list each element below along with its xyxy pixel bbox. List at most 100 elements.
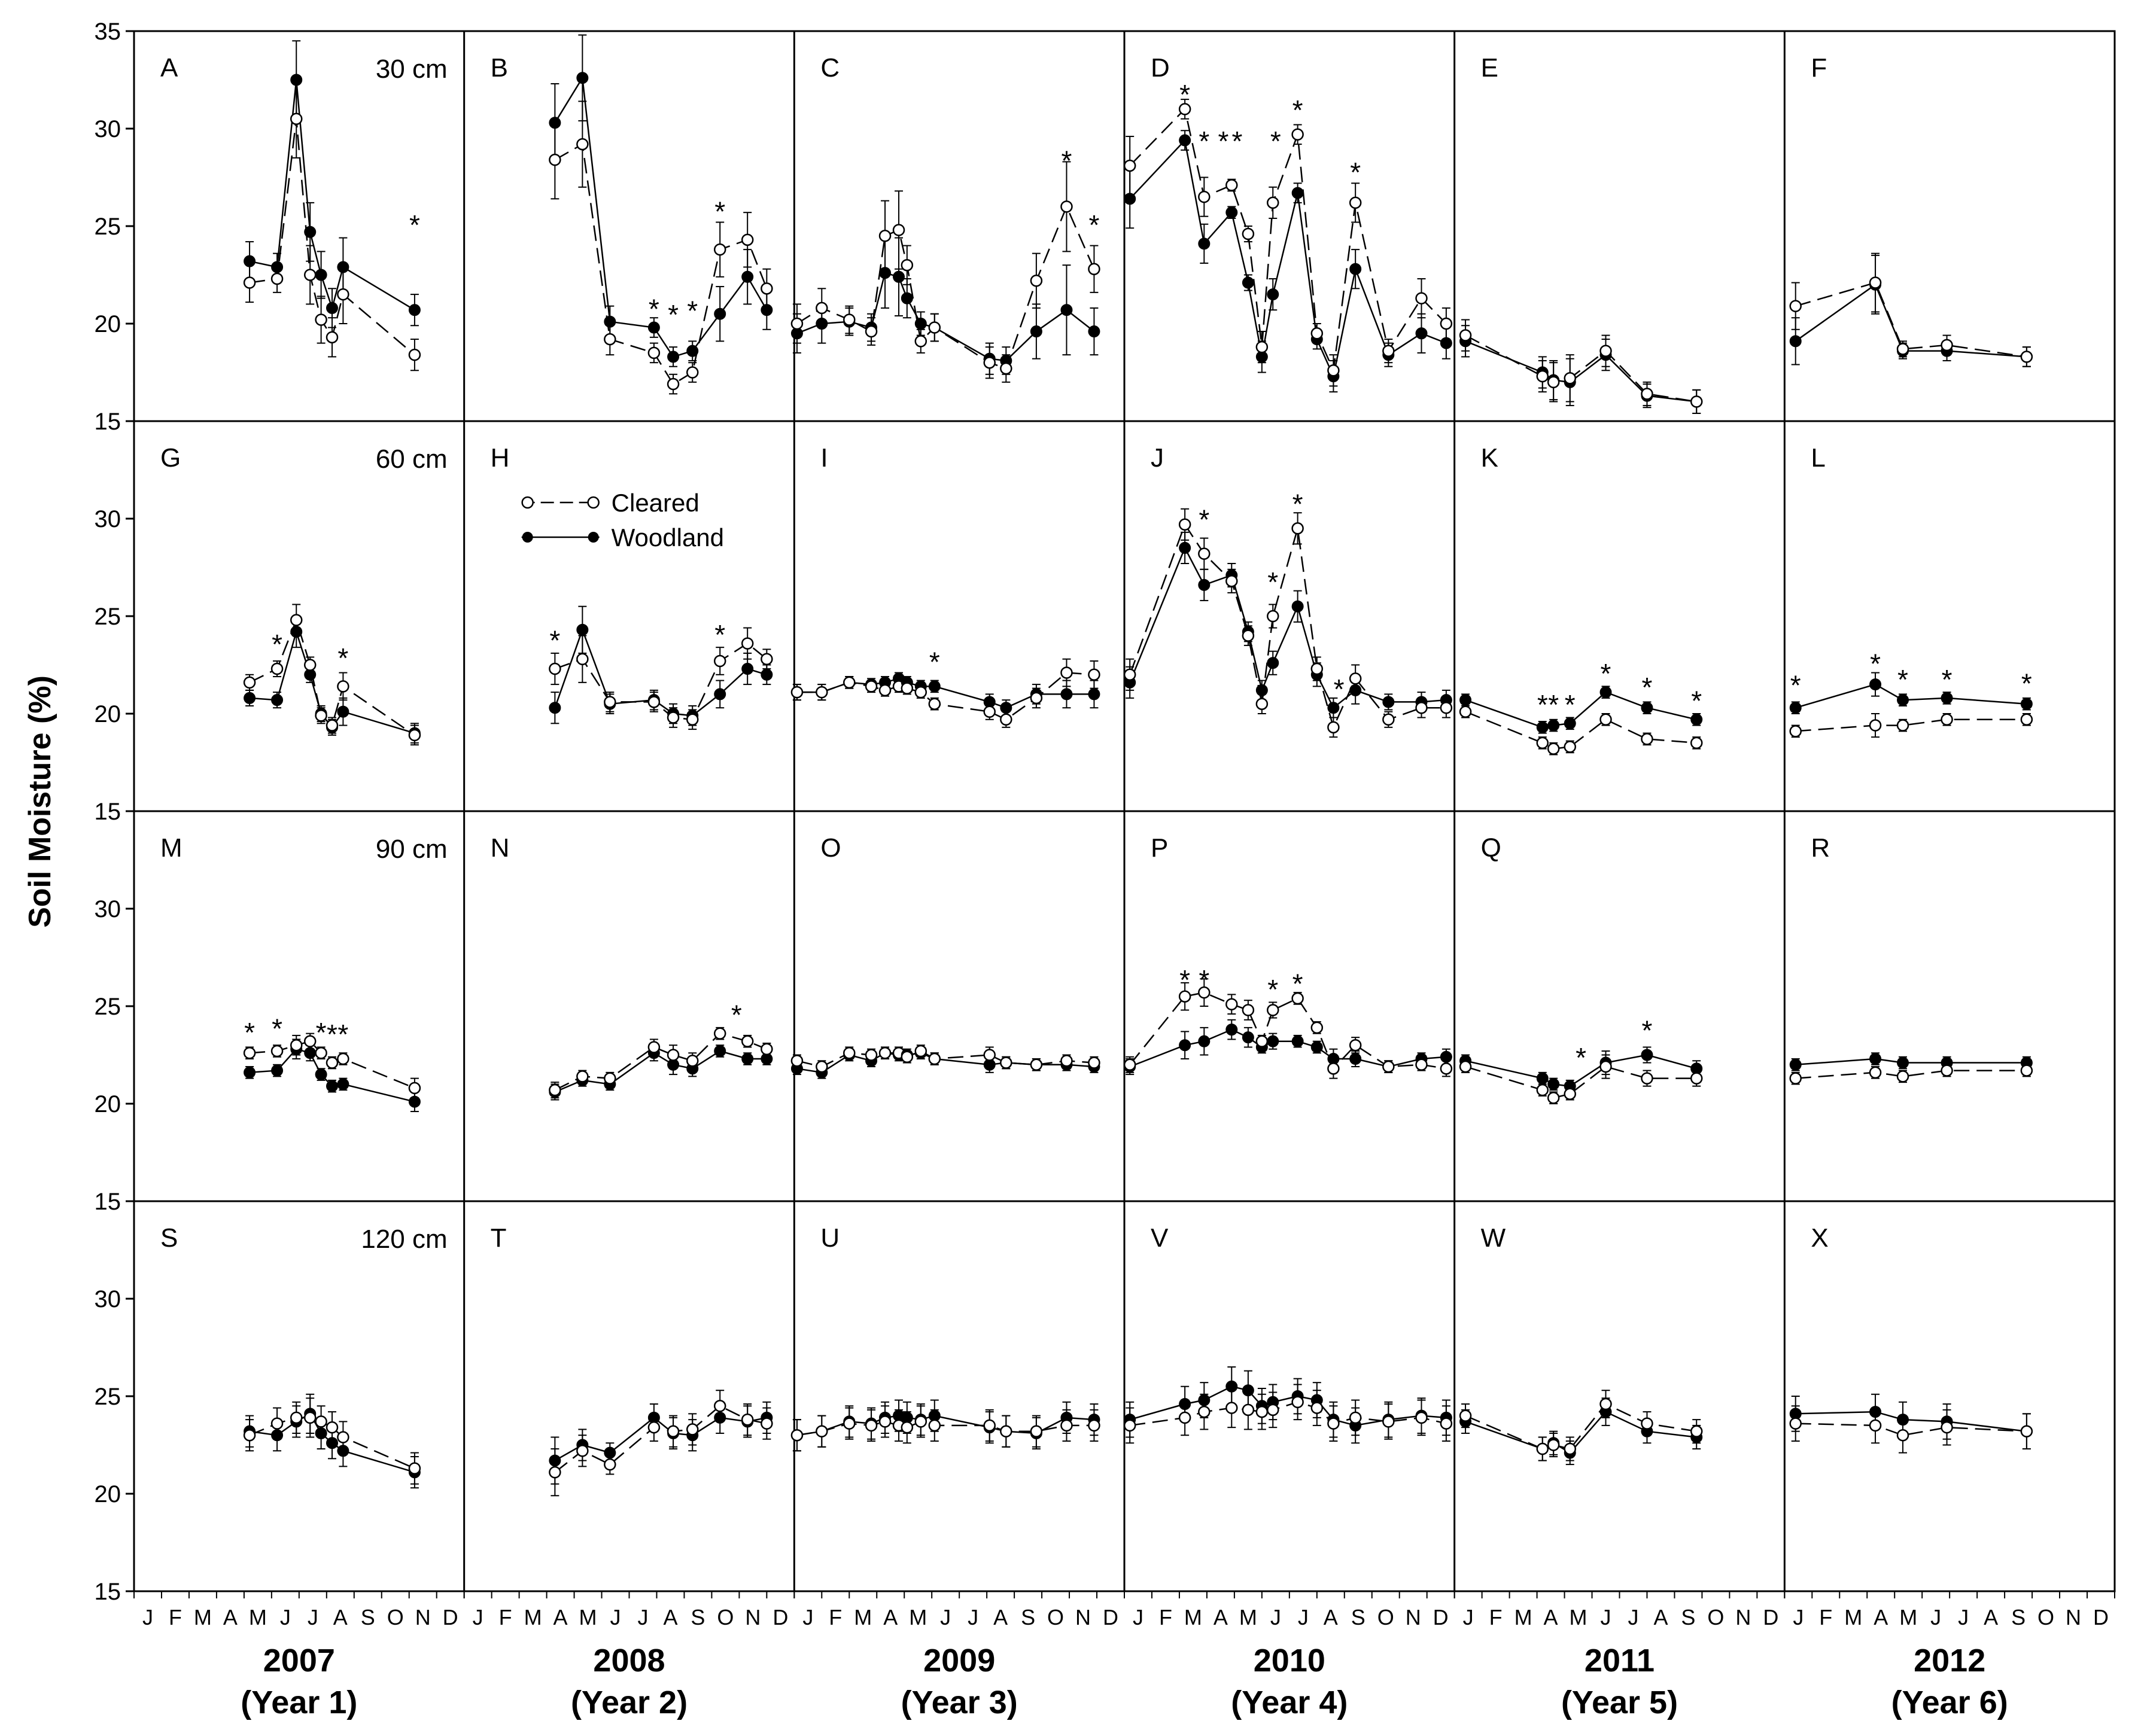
significance-star: * (1642, 1015, 1653, 1046)
panel-label: C (820, 53, 840, 83)
woodland-point (271, 261, 284, 273)
month-label: J (1793, 1605, 1804, 1630)
month-label: O (717, 1605, 734, 1630)
year-sublabel: (Year 5) (1561, 1685, 1678, 1720)
woodland-point (271, 1064, 284, 1077)
woodland-point (667, 351, 680, 363)
cleared-point (1225, 575, 1238, 587)
cleared-point (1459, 705, 1472, 718)
cleared-point (604, 1072, 616, 1085)
significance-star: * (1088, 209, 1099, 240)
woodland-point (1198, 1394, 1211, 1406)
cleared-line (249, 617, 415, 736)
month-label: J (280, 1605, 291, 1630)
month-label: S (1021, 1605, 1035, 1630)
panel-label: D (1151, 53, 1170, 83)
month-label: A (1214, 1605, 1228, 1630)
y-tick-label: 35 (95, 19, 121, 45)
cleared-line (1795, 718, 2027, 732)
month-label: M (1844, 1605, 1862, 1630)
cleared-point (576, 138, 589, 151)
significance-star: * (1232, 126, 1243, 157)
panel-O: O (790, 833, 1100, 1079)
cleared-point (713, 1027, 726, 1040)
year-label: 2009 (923, 1643, 995, 1679)
cleared-point (1000, 1056, 1012, 1069)
cleared-point (1088, 1419, 1100, 1432)
cleared-point (928, 1052, 941, 1065)
panel-D: D** * * *** (1123, 53, 1453, 393)
woodland-point (1536, 1072, 1549, 1085)
cleared-point (1030, 275, 1043, 287)
cleared-point (1310, 327, 1324, 340)
cleared-point (1459, 1060, 1472, 1073)
cleared-line (554, 1033, 767, 1091)
y-tick-label: 20 (95, 1481, 121, 1507)
cleared-point (1547, 1439, 1560, 1451)
woodland-point (761, 304, 773, 316)
cleared-point (1599, 713, 1612, 726)
month-label: J (1628, 1605, 1638, 1630)
cleared-point (2020, 351, 2033, 363)
month-label: A (993, 1605, 1008, 1630)
cleared-point (790, 1429, 804, 1442)
significance-star: * (1292, 488, 1303, 519)
panel-E: E (1459, 53, 1703, 414)
significance-star: * (649, 293, 659, 324)
cleared-point (1536, 370, 1549, 383)
cleared-point (713, 243, 726, 256)
cleared-point (1255, 698, 1269, 710)
cleared-point (1536, 1442, 1549, 1455)
cleared-point (1690, 1425, 1703, 1437)
panel-M: M 90 cm* * * * * (160, 833, 448, 1113)
month-label: S (1681, 1605, 1695, 1630)
woodland-point (1459, 694, 1472, 706)
woodland-line (1129, 138, 1447, 379)
woodland-point (549, 702, 561, 714)
woodland-point (244, 255, 256, 267)
cleared-point (1690, 1072, 1703, 1085)
woodland-point (1440, 337, 1452, 349)
y-tick-label: 15 (95, 409, 121, 435)
cleared-point (1896, 1070, 1909, 1083)
cleared-point (243, 1429, 256, 1442)
cleared-point (1030, 1058, 1043, 1071)
cleared-point (1789, 725, 1802, 738)
cleared-point (1310, 1021, 1324, 1034)
significance-star: * (1199, 964, 1209, 995)
significance-star: * (668, 299, 679, 330)
significance-star: * (1350, 157, 1361, 188)
month-label: M (579, 1605, 597, 1630)
woodland-point (1267, 657, 1279, 669)
cleared-point (983, 356, 996, 369)
cleared-point (1941, 1421, 1953, 1434)
month-label: J (940, 1605, 951, 1630)
woodland-point (1225, 1380, 1238, 1393)
significance-star: * (1790, 670, 1801, 701)
cleared-point (1869, 1066, 1882, 1079)
cleared-point (326, 331, 339, 344)
woodland-point (1564, 717, 1576, 730)
woodland-point (1291, 1035, 1304, 1047)
woodland-point (576, 623, 589, 636)
cleared-point (408, 1082, 421, 1095)
woodland-point (1225, 1024, 1238, 1036)
panel-label: P (1151, 833, 1168, 863)
panel-label: F (1811, 53, 1827, 83)
cleared-point (604, 1458, 616, 1471)
cleared-point (1641, 388, 1653, 400)
cleared-point (1415, 701, 1428, 714)
legend: Cleared Woodland (521, 489, 724, 552)
cleared-point (1789, 300, 1802, 312)
cleared-point (914, 1044, 927, 1058)
cleared-point (878, 684, 892, 697)
cleared-point (1547, 1091, 1560, 1104)
cleared-point (667, 1049, 680, 1061)
panel-X: X (1789, 1223, 2033, 1454)
cleared-point (303, 1411, 317, 1424)
cleared-point (878, 230, 892, 242)
cleared-point (1327, 1417, 1340, 1430)
woodland-point (1941, 692, 1953, 704)
legend-woodland-label: Woodland (612, 523, 724, 552)
cleared-point (1896, 343, 1909, 355)
